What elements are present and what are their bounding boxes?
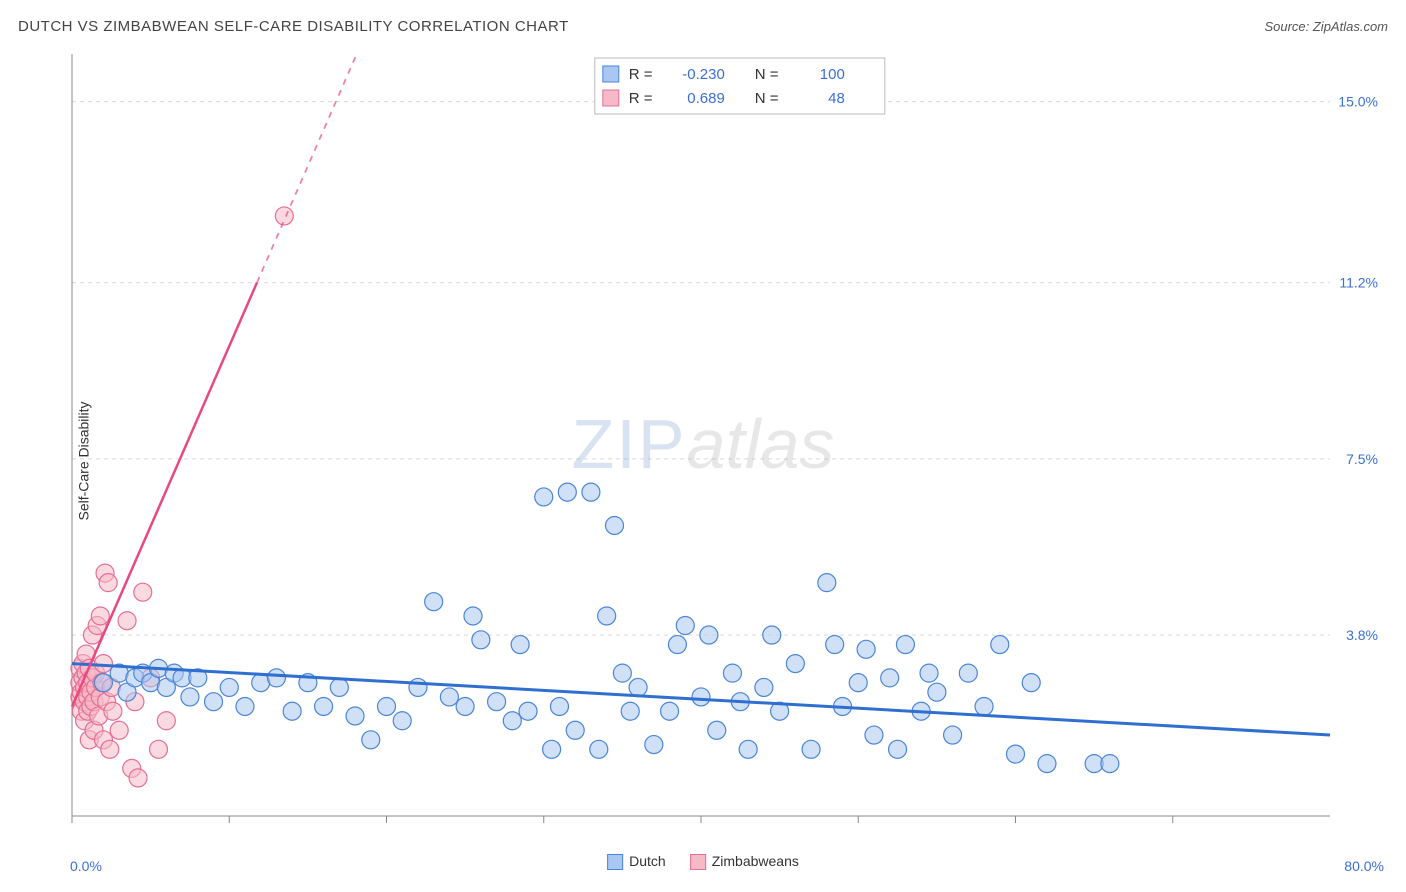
legend-swatch-zim bbox=[690, 854, 706, 870]
svg-text:48: 48 bbox=[828, 90, 845, 107]
legend-swatch-dutch bbox=[607, 854, 623, 870]
svg-text:7.5%: 7.5% bbox=[1346, 451, 1378, 467]
source-label: Source: ZipAtlas.com bbox=[1264, 19, 1388, 34]
svg-text:11.2%: 11.2% bbox=[1339, 275, 1378, 291]
x-min-label: 0.0% bbox=[70, 858, 102, 874]
legend-item-zim: Zimbabweans bbox=[690, 853, 799, 870]
legend-label-dutch: Dutch bbox=[629, 853, 666, 869]
svg-text:100: 100 bbox=[820, 66, 845, 83]
svg-text:3.8%: 3.8% bbox=[1346, 627, 1378, 643]
chart-area: Self-Care Disability 3.8%7.5%11.2%15.0%R… bbox=[18, 48, 1388, 874]
svg-text:-0.230: -0.230 bbox=[682, 66, 725, 83]
svg-text:N =: N = bbox=[755, 66, 779, 83]
svg-text:R =: R = bbox=[629, 90, 653, 107]
legend-bottom: Dutch Zimbabweans bbox=[607, 853, 799, 870]
x-max-label: 80.0% bbox=[1344, 858, 1384, 874]
legend-label-zim: Zimbabweans bbox=[712, 853, 799, 869]
svg-text:R =: R = bbox=[629, 66, 653, 83]
svg-text:0.689: 0.689 bbox=[687, 90, 725, 107]
svg-text:15.0%: 15.0% bbox=[1338, 94, 1378, 110]
scatter-plot: 3.8% 7.5% 11.2% 15.0% R = -0.230 N = 100 R = 0.68… bbox=[66, 48, 1388, 844]
legend-item-dutch: Dutch bbox=[607, 853, 666, 870]
svg-text:N =: N = bbox=[755, 90, 779, 107]
chart-title: DUTCH VS ZIMBABWEAN SELF-CARE DISABILITY… bbox=[18, 18, 569, 35]
